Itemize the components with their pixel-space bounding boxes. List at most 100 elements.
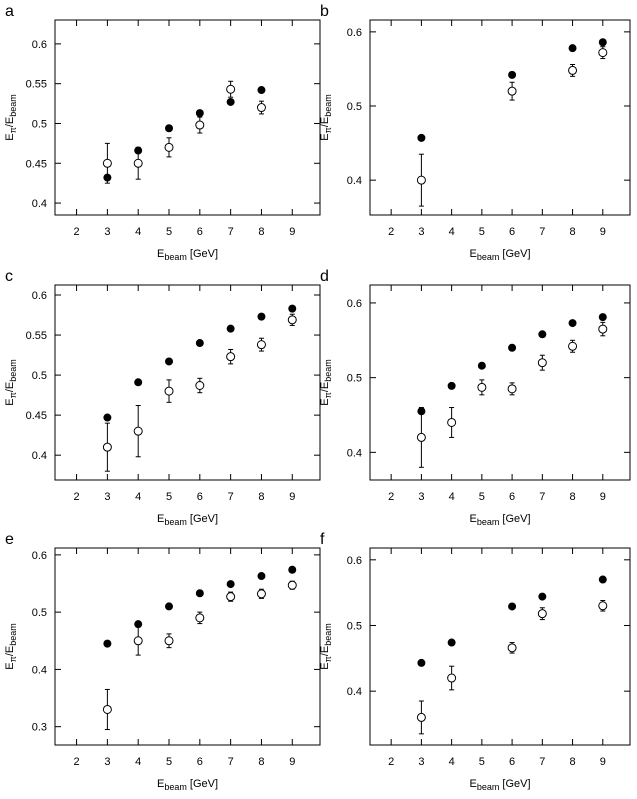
panel-letter: a <box>5 3 14 20</box>
plot-frame <box>54 284 321 481</box>
y-label-part: π <box>8 392 18 398</box>
open-point <box>195 613 205 623</box>
filled-point <box>195 589 204 598</box>
filled-point <box>598 38 607 47</box>
y-label-part: π <box>8 127 18 133</box>
open-point <box>598 601 608 611</box>
x-tick-label: 5 <box>166 491 172 503</box>
open-point <box>507 86 517 96</box>
y-tick-label: 0.4 <box>32 450 47 462</box>
filled-point <box>598 575 607 584</box>
open-point <box>226 352 236 362</box>
x-tick-label: 8 <box>258 756 264 768</box>
y-label-part: beam <box>323 623 333 646</box>
filled-point <box>508 343 517 352</box>
y-axis-label: Eπ/Ebeam <box>4 623 18 669</box>
x-tick-label: 2 <box>74 491 80 503</box>
filled-point <box>103 639 112 648</box>
open-point <box>256 340 266 350</box>
open-point <box>507 643 517 653</box>
filled-point <box>165 602 174 611</box>
filled-point <box>257 312 266 321</box>
x-label-part: E <box>157 513 164 525</box>
open-point <box>537 358 547 368</box>
y-tick-label: 0.6 <box>347 27 362 39</box>
x-label-part: E <box>469 778 476 790</box>
x-label-part: beam <box>477 517 500 527</box>
y-label-part: beam <box>8 94 18 117</box>
open-point <box>416 432 426 442</box>
open-point <box>568 65 578 75</box>
open-point <box>195 381 205 391</box>
open-point <box>447 673 457 683</box>
x-tick-label: 3 <box>104 491 110 503</box>
x-tick-label: 9 <box>289 226 295 238</box>
x-tick-label: 9 <box>600 226 606 238</box>
y-tick-label: 0.6 <box>32 290 47 302</box>
y-label-part: beam <box>323 94 333 117</box>
filled-point <box>257 86 266 95</box>
x-tick-label: 8 <box>258 491 264 503</box>
y-axis-label: Eπ/Ebeam <box>4 359 18 405</box>
plot-frame <box>369 284 631 481</box>
x-tick-label: 9 <box>600 491 606 503</box>
plot-frame <box>369 19 631 216</box>
y-label-part: π <box>323 392 333 398</box>
x-tick-label: 2 <box>74 226 80 238</box>
y-label-part: E <box>319 133 331 140</box>
y-tick-label: 0.5 <box>32 370 47 382</box>
x-tick-label: 3 <box>418 226 424 238</box>
filled-point <box>568 44 577 53</box>
open-point <box>133 158 143 168</box>
x-label-part: beam <box>477 252 500 262</box>
x-tick-label: 4 <box>135 756 141 768</box>
open-point <box>133 426 143 436</box>
open-point <box>507 384 517 394</box>
open-point <box>195 120 205 130</box>
y-tick-label: 0.4 <box>32 198 47 210</box>
y-label-part: E <box>4 133 16 140</box>
x-tick-label: 4 <box>135 491 141 503</box>
filled-point <box>226 97 235 106</box>
open-point <box>226 84 236 94</box>
y-tick-label: 0.5 <box>32 607 47 619</box>
filled-point <box>538 330 547 339</box>
y-tick-label: 0.4 <box>347 447 362 459</box>
filled-point <box>508 602 517 611</box>
x-label-part: E <box>469 248 476 260</box>
x-tick-label: 7 <box>228 491 234 503</box>
open-point <box>133 636 143 646</box>
x-axis-label: Ebeam [GeV] <box>157 248 218 262</box>
x-label-part: beam <box>477 782 500 792</box>
open-point <box>568 341 578 351</box>
open-point <box>416 712 426 722</box>
filled-point <box>103 413 112 422</box>
filled-point <box>195 109 204 118</box>
y-tick-label: 0.5 <box>347 101 362 113</box>
y-label-part: beam <box>8 359 18 382</box>
y-label-part: /E <box>319 382 331 392</box>
x-tick-label: 2 <box>388 226 394 238</box>
y-tick-label: 0.5 <box>347 373 362 385</box>
y-label-part: /E <box>4 117 16 127</box>
x-axis-label: Ebeam [GeV] <box>157 778 218 792</box>
x-label-part: [GeV] <box>187 778 218 790</box>
open-point <box>164 142 174 152</box>
x-tick-label: 5 <box>166 226 172 238</box>
x-tick-label: 5 <box>479 756 485 768</box>
x-tick-label: 5 <box>479 491 485 503</box>
x-label-part: beam <box>164 252 187 262</box>
filled-point <box>288 304 297 313</box>
filled-point <box>508 70 517 79</box>
filled-point <box>165 357 174 366</box>
y-label-part: E <box>319 662 331 669</box>
open-point <box>164 386 174 396</box>
open-point <box>164 636 174 646</box>
x-label-part: beam <box>164 517 187 527</box>
panel-letter: e <box>5 531 14 548</box>
x-tick-label: 3 <box>418 756 424 768</box>
x-label-part: [GeV] <box>499 778 530 790</box>
